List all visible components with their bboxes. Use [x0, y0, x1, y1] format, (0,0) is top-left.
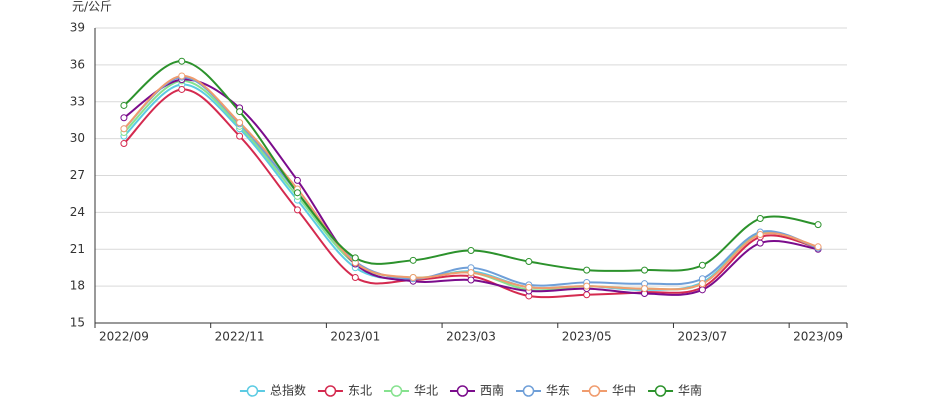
legend-marker	[456, 385, 469, 397]
data-point	[698, 280, 706, 288]
legend-label: 华北	[414, 384, 438, 398]
data-point	[525, 258, 533, 266]
data-point	[120, 140, 128, 148]
data-point	[293, 206, 301, 214]
legend-item[interactable]: 西南	[449, 383, 504, 398]
data-point	[698, 286, 706, 294]
legend-marker	[522, 385, 535, 397]
legend-label: 西南	[480, 383, 504, 398]
data-point	[467, 269, 475, 277]
data-point	[641, 266, 649, 274]
y-tick-label: 24	[70, 205, 85, 219]
x-tick-label: 2023/09	[793, 330, 843, 344]
data-point	[178, 57, 186, 65]
data-point	[525, 283, 533, 291]
data-point	[236, 132, 244, 140]
legend-marker	[246, 385, 259, 397]
legend-item[interactable]: 华中	[582, 383, 636, 398]
legend-label: 华南	[678, 383, 702, 398]
data-point	[120, 125, 128, 133]
data-point	[467, 246, 475, 254]
data-point	[814, 221, 822, 229]
x-tick-label: 2023/01	[330, 330, 380, 344]
y-tick-label: 21	[70, 242, 85, 256]
data-point	[351, 274, 359, 282]
legend-item[interactable]: 华北	[383, 384, 438, 398]
legend-item[interactable]: 东北	[317, 384, 372, 398]
legend-marker	[654, 385, 667, 397]
legend-item[interactable]: 华南	[648, 383, 702, 398]
data-point	[120, 101, 128, 109]
data-point	[409, 274, 417, 282]
data-point	[641, 285, 649, 293]
legend-item[interactable]: 华东	[516, 384, 570, 398]
legend-label: 华东	[546, 384, 570, 398]
legend: 总指数 东北 华北 西南 华东 华中 华南	[239, 383, 702, 398]
y-axis-unit: 元/公斤	[72, 0, 112, 14]
data-point	[698, 261, 706, 269]
legend-label: 华中	[612, 383, 636, 398]
data-point	[236, 119, 244, 127]
y-tick-label: 36	[70, 57, 85, 71]
data-point	[120, 114, 128, 122]
legend-marker	[390, 385, 403, 397]
data-point	[293, 176, 301, 184]
y-tick-label: 30	[70, 131, 85, 145]
y-tick-label: 15	[70, 316, 85, 330]
legend-item[interactable]: 总指数	[239, 383, 306, 398]
data-point	[409, 256, 417, 264]
data-point	[583, 282, 591, 290]
data-point	[467, 276, 475, 284]
x-tick-label: 2023/05	[562, 330, 612, 344]
data-point	[293, 189, 301, 197]
legend-marker	[588, 385, 601, 397]
y-tick-label: 27	[70, 168, 85, 182]
y-tick-label: 18	[70, 279, 85, 293]
x-tick-label: 2023/03	[446, 330, 496, 344]
data-point	[178, 85, 186, 93]
y-tick-label: 39	[70, 21, 85, 35]
x-tick-label: 2023/07	[677, 330, 727, 344]
y-tick-label: 33	[70, 94, 85, 108]
x-tick-label: 2022/09	[99, 330, 149, 344]
data-point	[236, 108, 244, 116]
series-line	[123, 60, 819, 272]
data-point	[756, 231, 764, 238]
data-point	[814, 243, 822, 251]
legend-marker	[324, 385, 337, 397]
legend-label: 总指数	[270, 383, 306, 398]
data-point	[583, 266, 591, 274]
x-tick-label: 2022/11	[215, 330, 265, 344]
data-point	[351, 254, 359, 262]
data-point	[756, 239, 764, 247]
legend-label: 东北	[348, 384, 372, 398]
data-point	[583, 291, 591, 299]
data-point	[178, 72, 186, 80]
series-line	[123, 76, 819, 287]
data-point	[756, 215, 764, 223]
